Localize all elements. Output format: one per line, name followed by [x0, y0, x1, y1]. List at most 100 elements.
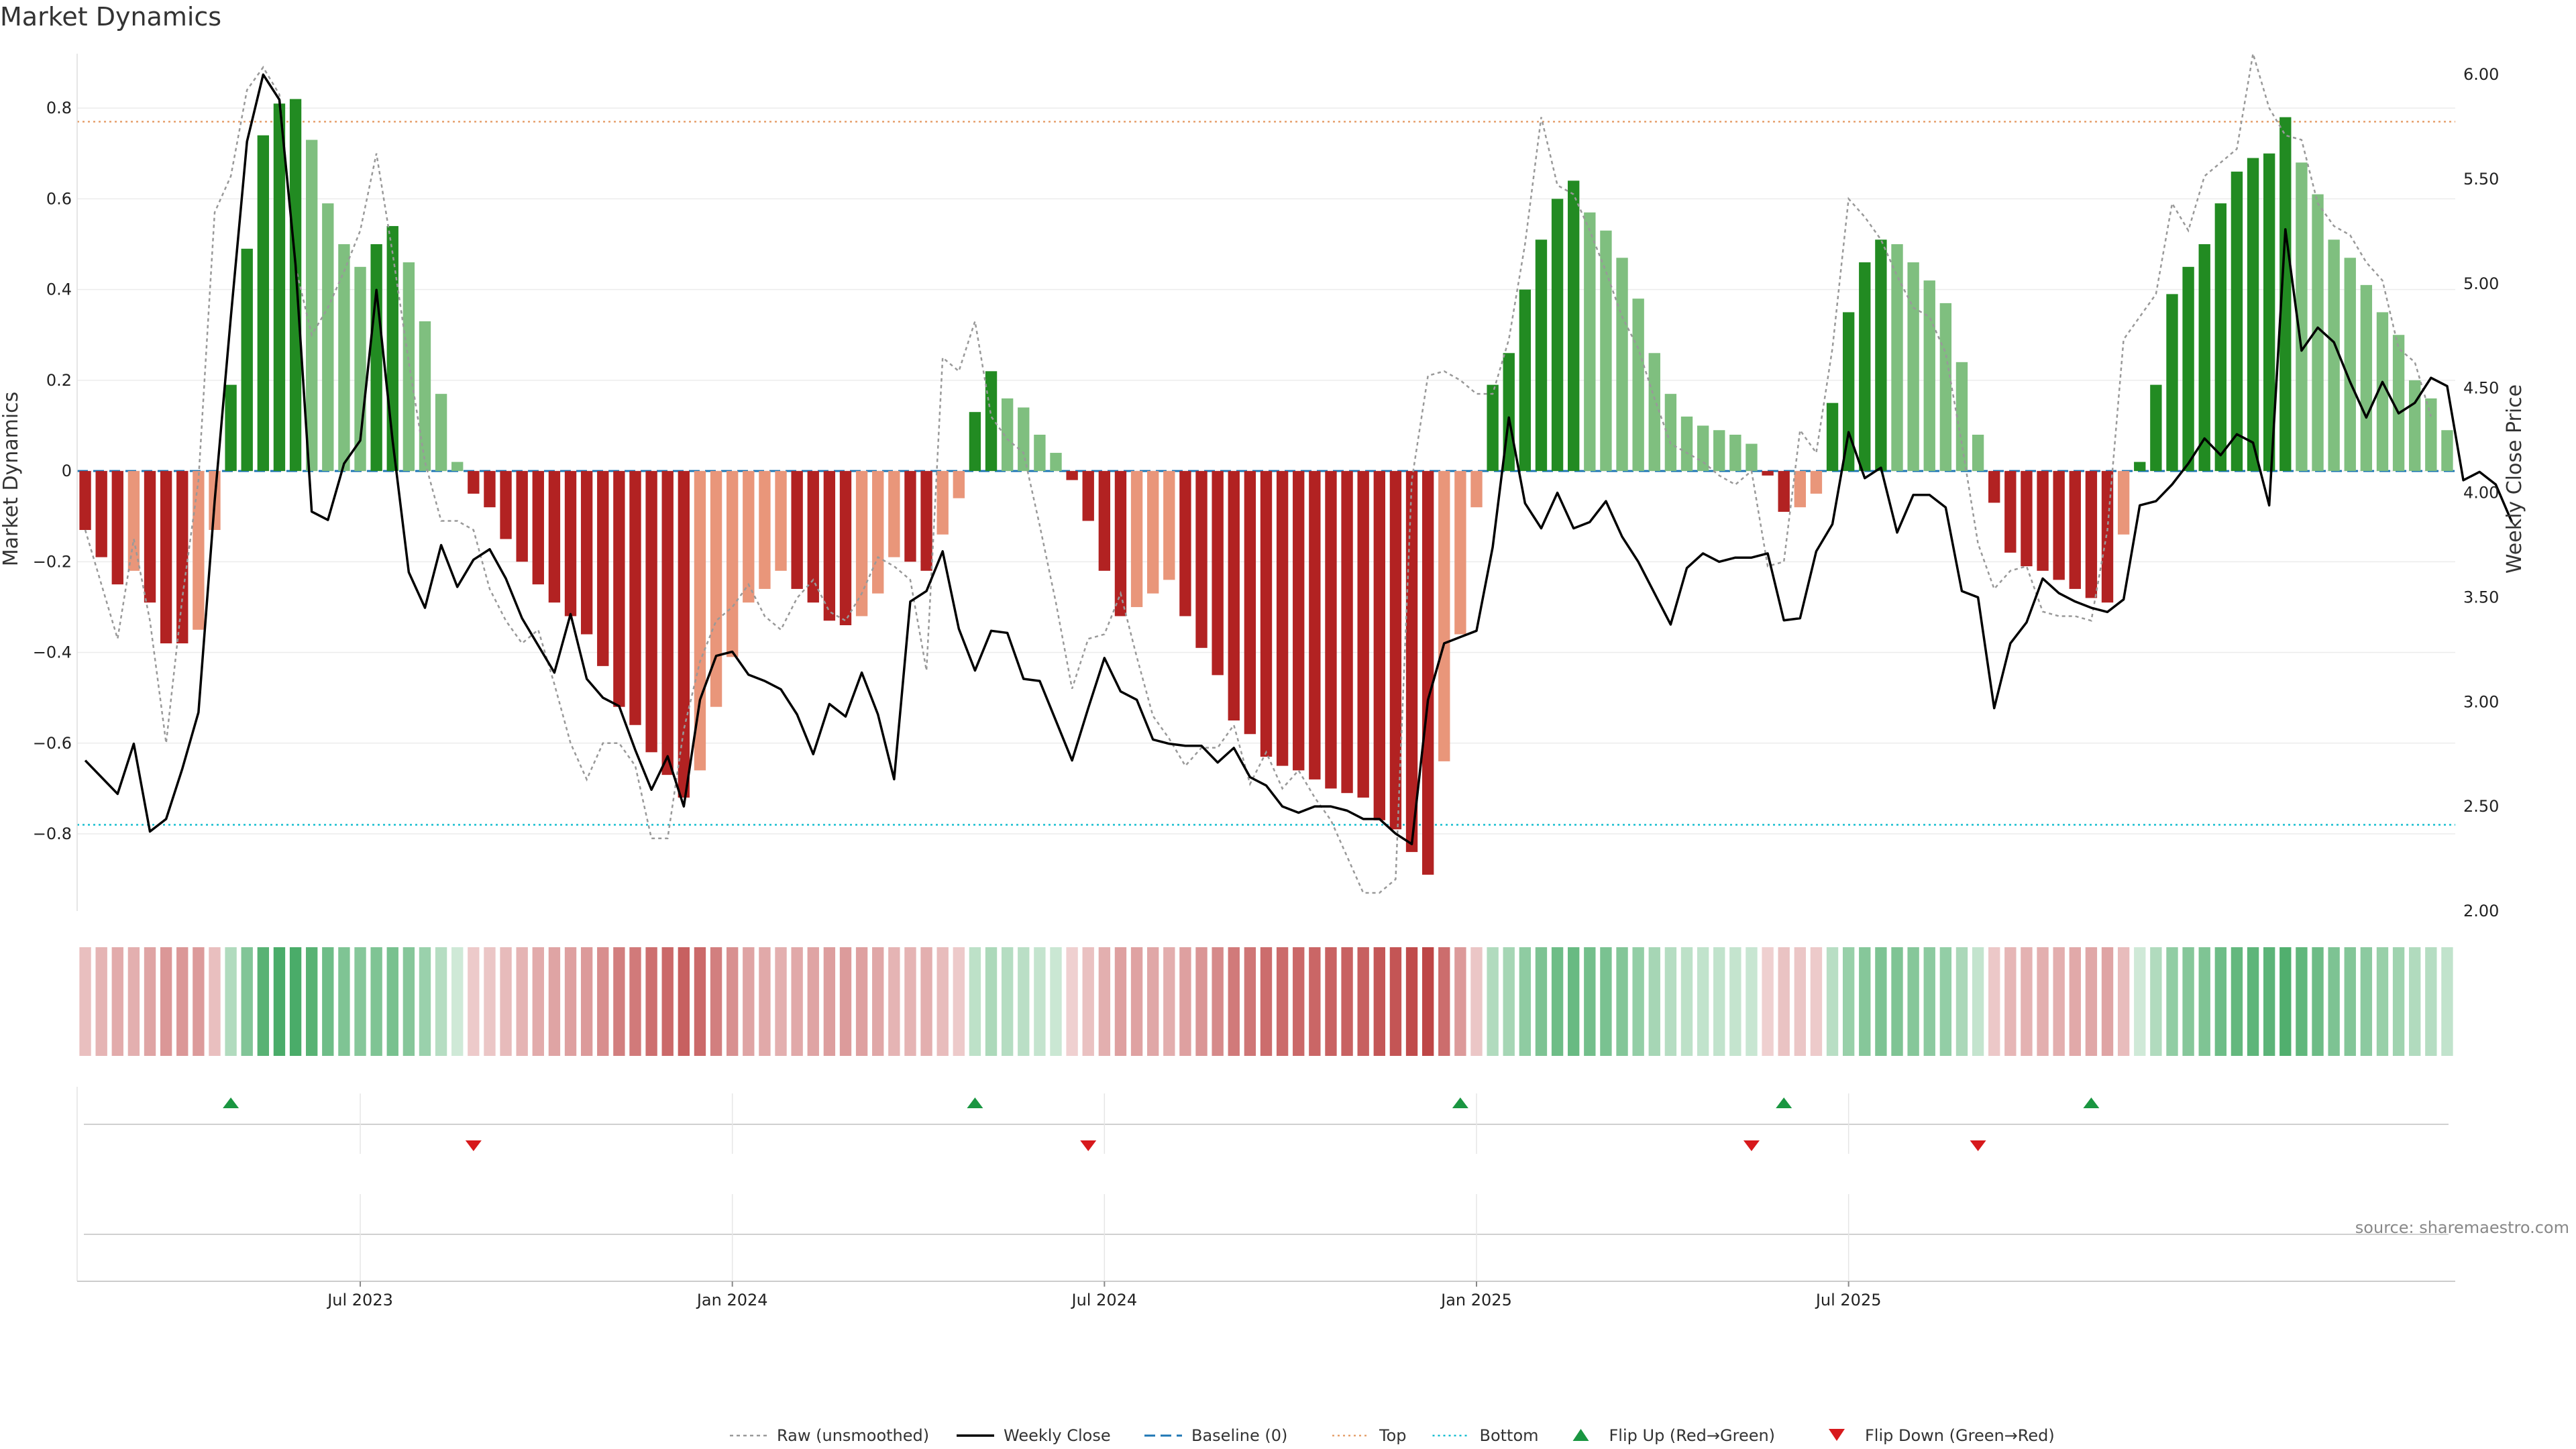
heat-cell	[1762, 947, 1774, 1056]
dynamics-bar	[1179, 471, 1191, 616]
dynamics-bar	[2037, 471, 2049, 571]
dynamics-bar	[79, 471, 91, 530]
heat-cell	[1891, 947, 1903, 1056]
dynamics-bar	[613, 471, 625, 707]
y-tick-label-left: 0.2	[46, 371, 72, 390]
dynamics-bar	[1713, 430, 1725, 472]
y-tick-label-left: 0.8	[46, 99, 72, 117]
heat-cell	[1664, 947, 1677, 1056]
heat-cell	[904, 947, 916, 1056]
dynamics-bar	[1405, 471, 1418, 853]
dynamics-bar	[2279, 117, 2292, 472]
flip-up-marker	[1776, 1097, 1792, 1108]
flip-down-marker	[1080, 1140, 1097, 1151]
dynamics-bar	[95, 471, 107, 557]
heat-cell	[1098, 947, 1111, 1056]
dynamics-bar	[2053, 471, 2065, 580]
heat-cell	[1066, 947, 1078, 1056]
legend-label: Flip Up (Red→Green)	[1609, 1426, 1776, 1445]
y-tick-label-left: 0.6	[46, 189, 72, 208]
dynamics-bar	[645, 471, 657, 753]
heat-cell	[2247, 947, 2259, 1056]
heat-cell	[1309, 947, 1321, 1056]
heat-cell	[985, 947, 998, 1056]
heat-cell	[1130, 947, 1143, 1056]
x-tick-label: Jan 2025	[1440, 1291, 1512, 1309]
legend-item: Bottom	[1432, 1426, 1539, 1445]
dynamics-bar	[743, 471, 755, 603]
heat-cell	[1405, 947, 1418, 1056]
y-tick-label-right: 5.00	[2463, 274, 2499, 293]
dynamics-bar	[1276, 471, 1289, 766]
heat-cell	[1325, 947, 1337, 1056]
heat-cell	[1001, 947, 1014, 1056]
heat-cell	[2021, 947, 2033, 1056]
heat-cell	[548, 947, 561, 1056]
dynamics-bar	[953, 471, 965, 498]
y-tick-label-right: 2.00	[2463, 902, 2499, 920]
dynamics-bar	[1680, 416, 1693, 472]
dynamics-bar	[1421, 471, 1434, 875]
heat-cell	[160, 947, 172, 1056]
x-tick-label: Jul 2024	[1071, 1291, 1138, 1309]
heat-cell	[710, 947, 722, 1056]
heat-cell	[209, 947, 221, 1056]
heat-cell	[1357, 947, 1369, 1056]
dynamics-bar	[484, 471, 496, 508]
dynamics-bar	[2069, 471, 2081, 589]
heat-cell	[727, 947, 739, 1056]
heat-cell	[1212, 947, 1224, 1056]
y-tick-label-left: −0.8	[33, 824, 72, 843]
dynamics-bar	[1454, 471, 1466, 635]
y-tick-label-right: 4.00	[2463, 484, 2499, 502]
heat-cell	[1584, 947, 1596, 1056]
dynamics-bar	[1875, 239, 1887, 472]
dynamics-bar	[2085, 471, 2098, 598]
dynamics-bar	[2166, 294, 2178, 472]
heat-cell	[1454, 947, 1466, 1056]
legend-item: Raw (unsmoothed)	[730, 1426, 929, 1445]
heat-cell	[2392, 947, 2405, 1056]
heat-cell	[1697, 947, 1709, 1056]
legend-swatch	[1572, 1429, 1589, 1441]
dynamics-bar	[1923, 280, 1935, 472]
dynamics-bar	[1487, 384, 1499, 472]
dynamics-bar	[2360, 284, 2373, 472]
heat-cell	[1260, 947, 1273, 1056]
heat-cell	[743, 947, 755, 1056]
dynamics-bar	[1066, 471, 1078, 480]
y-tick-label-left: 0	[62, 462, 72, 480]
heat-cell	[1810, 947, 1823, 1056]
dynamics-bar	[839, 471, 852, 625]
dynamics-bar	[1664, 394, 1677, 472]
heat-cell	[2231, 947, 2243, 1056]
dynamics-bar	[936, 471, 949, 535]
dynamics-bar	[888, 471, 900, 557]
dynamics-bar	[2392, 335, 2405, 472]
dynamics-bar	[338, 244, 350, 472]
axes: 0.8 0.6 0.4 0.2 0 −0.2 −0.4 −0.6 −0.8 6.00 5.50 5.0…	[33, 54, 2499, 920]
heat-cell	[1632, 947, 1644, 1056]
heat-cell	[193, 947, 205, 1056]
dynamics-bar	[516, 471, 528, 562]
dynamics-bar	[775, 471, 787, 571]
heat-cell	[1034, 947, 1046, 1056]
heat-cell	[2037, 947, 2049, 1056]
heat-cell	[1746, 947, 1758, 1056]
dynamics-bar	[289, 99, 302, 472]
heat-cell	[872, 947, 884, 1056]
heat-cell	[1907, 947, 1919, 1056]
heat-cell	[2409, 947, 2421, 1056]
y-axis-label-right: Weekly Close Price	[2503, 384, 2526, 574]
heat-cell	[1082, 947, 1094, 1056]
dynamics-bar	[273, 103, 286, 472]
heat-cell	[629, 947, 641, 1056]
dynamics-bar	[872, 471, 884, 594]
heat-cell	[1680, 947, 1693, 1056]
dynamics-bar	[111, 471, 123, 585]
heat-cell	[1778, 947, 1790, 1056]
heat-cell	[2166, 947, 2178, 1056]
heat-cell	[2312, 947, 2324, 1056]
dynamics-bar	[1907, 262, 1919, 472]
dynamics-bar	[1729, 435, 1741, 472]
